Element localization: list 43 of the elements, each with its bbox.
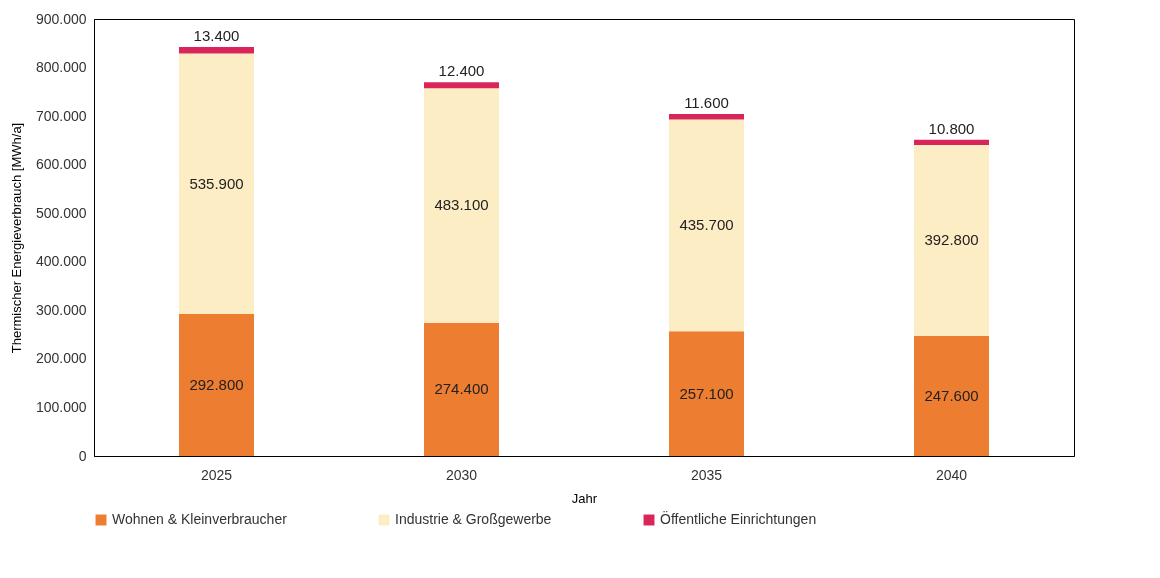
y-tick-label: 700.000 bbox=[35, 107, 87, 124]
bar bbox=[179, 313, 254, 456]
data-label: 10.800 bbox=[928, 119, 975, 137]
y-tick-label: 0 bbox=[78, 447, 87, 464]
y-axis-title: Thermischer Energieverbrauch [MWh/a] bbox=[8, 122, 24, 354]
bar bbox=[914, 145, 989, 336]
x-axis-title: Jahr bbox=[571, 490, 598, 506]
y-tick-label: 900.000 bbox=[35, 10, 87, 27]
bar bbox=[914, 335, 989, 456]
data-label: 11.600 bbox=[684, 93, 729, 111]
data-label: 292.800 bbox=[189, 375, 244, 393]
bar bbox=[914, 139, 989, 146]
data-label: 13.400 bbox=[193, 27, 240, 45]
x-tick-label: 2035 bbox=[690, 466, 723, 483]
y-tick-label: 300.000 bbox=[35, 301, 87, 318]
bar bbox=[669, 113, 744, 120]
data-label: 12.400 bbox=[438, 62, 485, 80]
x-tick-label: 2040 bbox=[935, 466, 968, 483]
bar bbox=[424, 322, 499, 456]
y-tick-label: 600.000 bbox=[35, 156, 87, 173]
data-label: 535.900 bbox=[189, 174, 244, 192]
legend-label: Öffentliche Einrichtungen bbox=[660, 510, 817, 527]
bar bbox=[669, 331, 744, 456]
legend-label: Industrie & Großgewerbe bbox=[395, 511, 552, 527]
bar bbox=[424, 88, 499, 323]
y-tick-label: 100.000 bbox=[35, 398, 87, 415]
bar bbox=[669, 119, 744, 332]
bar bbox=[179, 53, 254, 314]
y-tick-label: 400.000 bbox=[35, 253, 87, 270]
legend-label: Wohnen & Kleinverbraucher bbox=[112, 511, 288, 527]
bar bbox=[179, 47, 254, 54]
data-label: 257.100 bbox=[679, 384, 734, 402]
x-tick-label: 2030 bbox=[445, 466, 478, 483]
y-tick-label: 500.000 bbox=[35, 204, 87, 221]
y-tick-label: 200.000 bbox=[35, 350, 87, 367]
data-label: 274.400 bbox=[434, 380, 489, 398]
bar bbox=[424, 82, 499, 89]
data-label: 247.600 bbox=[924, 386, 979, 404]
y-tick-label: 800.000 bbox=[35, 59, 87, 76]
data-label: 483.100 bbox=[434, 196, 489, 214]
data-label: 392.800 bbox=[924, 231, 979, 249]
data-label: 435.700 bbox=[679, 216, 734, 234]
x-tick-label: 2025 bbox=[200, 466, 233, 483]
